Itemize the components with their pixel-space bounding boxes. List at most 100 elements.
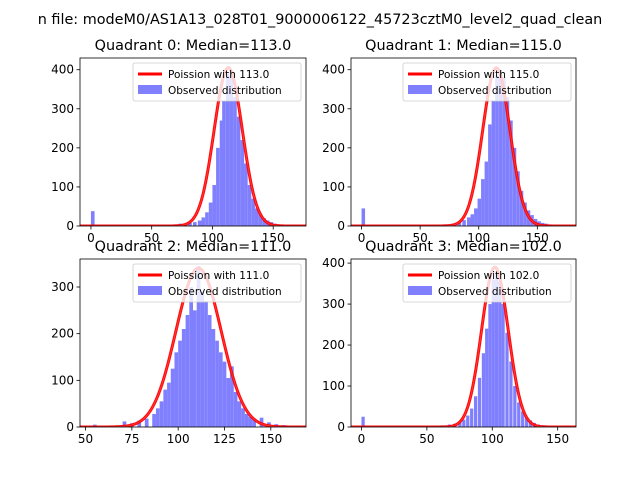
x-tick-label: 50 xyxy=(413,231,428,245)
histogram-bar xyxy=(178,340,182,427)
histogram-bar xyxy=(467,217,471,226)
histogram-bar xyxy=(248,416,253,427)
x-tick-label: 100 xyxy=(201,231,224,245)
figure-suptitle: n file: modeM0/AS1A13_028T01_9000006122_… xyxy=(38,12,603,28)
histogram-bar xyxy=(170,368,175,427)
histogram-bar xyxy=(237,401,242,427)
axes-frame xyxy=(79,258,307,428)
histogram-bar xyxy=(222,100,226,226)
chart-quadrant-0: 0 50 100 150 0 100 200 300 400 Quadrant 0: Median… xyxy=(51,38,307,245)
x-tick-label: 75 xyxy=(124,432,139,446)
histogram-bar xyxy=(188,222,192,226)
histogram-bar xyxy=(477,377,482,427)
histogram-bar xyxy=(152,413,156,427)
chart-title: Quadrant 1: Median=115.0 xyxy=(365,38,562,54)
chart-title: Quadrant 2: Median=111.0 xyxy=(95,239,292,255)
histogram-bar xyxy=(484,161,489,226)
histogram-bar xyxy=(222,361,227,427)
legend-label-observed: Observed distribution xyxy=(168,286,282,298)
y-tick-label: 300 xyxy=(51,102,74,116)
histogram-bar xyxy=(251,198,255,226)
histogram-bar xyxy=(236,116,241,226)
histogram-bar xyxy=(122,421,127,427)
histogram-bar xyxy=(477,198,482,226)
y-tick-label: 300 xyxy=(51,280,74,294)
histogram-bar xyxy=(481,353,486,427)
legend-label-observed: Observed distribution xyxy=(438,85,552,97)
histogram-bar xyxy=(512,147,517,226)
histogram-bar xyxy=(219,120,224,226)
x-tick-label: 100 xyxy=(167,432,190,446)
legend: Poission with 111.0 Observed distribution xyxy=(132,263,302,303)
histogram-bar xyxy=(519,190,524,226)
histogram-bar xyxy=(502,77,506,226)
histogram-bar xyxy=(204,301,208,427)
histogram-bar xyxy=(509,361,513,427)
fit-line-highlight xyxy=(351,67,576,226)
y-tick-label: 0 xyxy=(337,420,345,434)
histogram-bar xyxy=(491,100,496,226)
axes-frame xyxy=(79,57,307,227)
legend-label-observed: Observed distribution xyxy=(168,85,282,97)
histogram-bar xyxy=(470,214,475,226)
y-tick-label: 0 xyxy=(337,219,345,233)
x-tick-label: 150 xyxy=(526,231,549,245)
histogram-bar xyxy=(501,304,505,427)
x-tick-label: 0 xyxy=(358,231,366,245)
histogram-bar xyxy=(509,120,513,226)
legend: Poission with 102.0 Observed distribution xyxy=(402,263,572,303)
histogram-bar xyxy=(481,179,485,226)
y-tick-label: 100 xyxy=(322,180,345,194)
y-tick-label: 200 xyxy=(322,338,345,352)
histogram-bar xyxy=(462,419,466,427)
histogram-bar xyxy=(207,315,212,427)
histogram-bar xyxy=(218,352,223,427)
y-tick-label: 0 xyxy=(66,219,74,233)
histogram-bar xyxy=(488,124,492,226)
chart-quadrant-2: 50 75 100 125 150 0 100 200 300 Quadrant 2: Media… xyxy=(51,239,307,446)
histogram-bar xyxy=(474,208,478,226)
histogram-bar xyxy=(457,222,462,226)
histogram-bar xyxy=(159,401,164,427)
histogram-bar xyxy=(361,416,365,427)
histogram-bar xyxy=(163,389,168,427)
y-tick-label: 100 xyxy=(51,373,74,387)
chart-quadrant-1: 0 50 100 150 0 100 200 300 400 Quadrant 1: Median… xyxy=(322,38,577,245)
histogram-bar xyxy=(473,396,478,427)
chart-title: Quadrant 3: Median=102.0 xyxy=(365,239,562,255)
histogram-bar xyxy=(205,212,209,226)
fit-line-highlight xyxy=(80,67,306,226)
histogram-bar xyxy=(196,266,201,427)
histogram-bar xyxy=(211,329,216,427)
y-tick-label: 400 xyxy=(322,63,345,77)
histogram-bar xyxy=(233,97,237,226)
histogram-bar xyxy=(495,75,499,226)
histogram-bar xyxy=(254,208,259,226)
histogram-bar xyxy=(523,202,527,226)
x-tick-label: 100 xyxy=(481,432,504,446)
x-tick-label: 125 xyxy=(213,432,236,446)
histogram-bar xyxy=(488,304,492,427)
histogram-bar xyxy=(200,291,205,427)
histogram-bar xyxy=(361,208,366,226)
histogram-bar xyxy=(212,184,217,226)
histogram-bar xyxy=(462,220,466,226)
y-tick-label: 0 xyxy=(66,420,74,434)
histogram-bar xyxy=(144,418,149,427)
x-tick-label: 50 xyxy=(419,432,434,446)
y-tick-label: 100 xyxy=(51,180,74,194)
x-tick-label: 150 xyxy=(546,432,569,446)
histogram-bar xyxy=(189,287,193,427)
fit-line xyxy=(351,265,576,427)
x-tick-label: 50 xyxy=(144,231,159,245)
legend-box xyxy=(402,263,572,303)
histogram-bar xyxy=(185,315,190,427)
histogram-bar xyxy=(215,340,219,427)
histogram-bar xyxy=(458,422,462,427)
histogram-bar xyxy=(244,413,249,427)
histogram-bar xyxy=(230,366,234,427)
chart-title: Quadrant 0: Median=113.0 xyxy=(95,38,292,54)
legend-label-fit: Poission with 113.0 xyxy=(168,69,269,81)
axes-frame xyxy=(350,258,577,428)
